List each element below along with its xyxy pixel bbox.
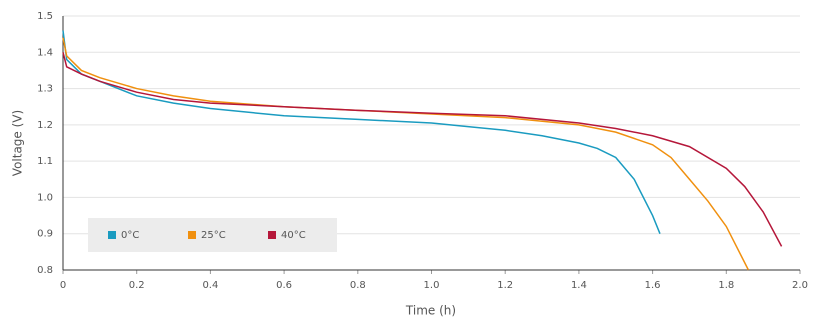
legend-label: 25°C: [201, 230, 226, 241]
x-tick-label: 0.2: [129, 280, 145, 291]
legend-swatch: [268, 231, 276, 239]
x-axis-title: Time (h): [405, 304, 456, 318]
line: [62, 30, 661, 234]
x-tick-label: 1.6: [645, 280, 661, 291]
x-tick-label: 0: [60, 280, 66, 291]
legend-box: [88, 218, 337, 252]
x-tick-label: 1.2: [497, 280, 513, 291]
x-tick-label: 1.0: [424, 280, 440, 291]
y-tick-label: 1.0: [37, 192, 53, 203]
x-tick-label: 2.0: [792, 280, 808, 291]
line: [62, 52, 783, 247]
y-tick-label: 1.3: [37, 84, 53, 95]
y-tick-label: 1.4: [37, 47, 53, 58]
y-tick-label: 1.5: [37, 11, 53, 22]
y-tick-label: 0.8: [37, 265, 53, 276]
legend-swatch: [108, 231, 116, 239]
x-tick-label: 1.8: [718, 280, 734, 291]
y-tick-label: 1.1: [37, 156, 53, 167]
y-axis-title: Voltage (V): [11, 110, 25, 176]
legend-swatch: [188, 231, 196, 239]
y-tick-label: 1.2: [37, 120, 53, 131]
x-tick-label: 0.8: [350, 280, 366, 291]
x-tick-label: 0.4: [202, 280, 218, 291]
legend-label: 0°C: [121, 230, 139, 241]
x-tick-label: 1.4: [571, 280, 587, 291]
x-tick-label: 0.6: [276, 280, 292, 291]
y-tick-label: 0.9: [37, 229, 53, 240]
legend-label: 40°C: [281, 230, 306, 241]
